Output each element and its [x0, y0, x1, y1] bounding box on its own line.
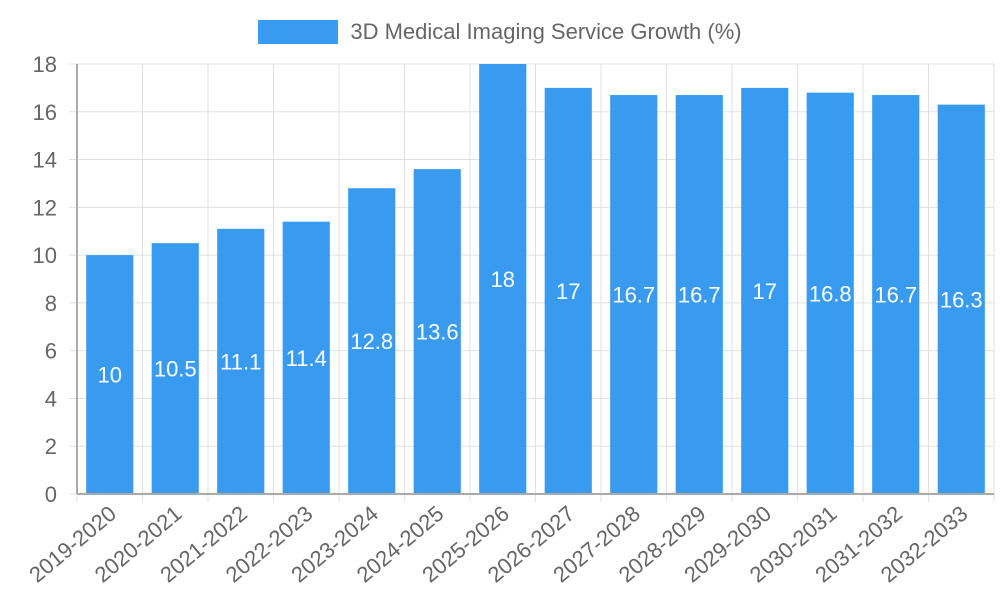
y-tick-label: 6: [45, 339, 57, 364]
bar[interactable]: [872, 95, 920, 495]
bar[interactable]: [806, 92, 854, 495]
bar-value-label: 10: [98, 363, 122, 388]
bar[interactable]: [675, 95, 723, 495]
y-tick-label: 12: [33, 195, 57, 220]
bar[interactable]: [544, 87, 592, 494]
bar-value-label: 11.4: [286, 346, 327, 371]
data-labels: 10 10.5 11.1 11.4 12.8 13.6 18 17 16.7 16.7 17 16.8…: [98, 267, 983, 388]
bar[interactable]: [413, 169, 461, 494]
bar[interactable]: [86, 255, 134, 494]
y-tick-label: 14: [33, 148, 57, 173]
bar[interactable]: [741, 87, 789, 494]
bar[interactable]: [479, 64, 527, 494]
legend-swatch[interactable]: [258, 20, 339, 44]
bar-value-label: 18: [491, 267, 515, 292]
bar[interactable]: [937, 104, 985, 494]
bar-value-label: 12.8: [350, 329, 393, 354]
bar-value-label: 10.5: [154, 357, 197, 382]
bar-value-label: 16.7: [612, 283, 655, 308]
bar[interactable]: [151, 243, 199, 494]
y-tick-label: 2: [45, 434, 57, 459]
bar[interactable]: [348, 188, 396, 494]
y-tick-label: 18: [33, 52, 57, 77]
y-tick-label: 4: [45, 386, 57, 411]
bar-value-label: 16.7: [678, 283, 721, 308]
bars: [86, 64, 985, 495]
chart-legend: 3D Medical Imaging Service Growth (%): [0, 19, 1000, 45]
y-tick-label: 10: [33, 243, 57, 268]
bar-value-label: 13.6: [416, 320, 459, 345]
y-tick-label: 16: [33, 100, 57, 125]
bar-value-label: 16.7: [874, 283, 917, 308]
legend-label: 3D Medical Imaging Service Growth (%): [350, 19, 742, 44]
bar-value-label: 16.8: [809, 281, 852, 306]
bar-value-label: 11.1: [220, 349, 261, 374]
bar-value-label: 17: [753, 279, 777, 304]
grid-lines: [69, 63, 995, 502]
bar-value-label: 17: [556, 279, 580, 304]
bar[interactable]: [282, 221, 330, 494]
y-tick-label: 0: [45, 482, 57, 507]
y-tick-label: 8: [45, 291, 57, 316]
bar-value-label: 16.3: [940, 287, 983, 312]
bar[interactable]: [610, 95, 658, 495]
bar[interactable]: [217, 228, 265, 495]
